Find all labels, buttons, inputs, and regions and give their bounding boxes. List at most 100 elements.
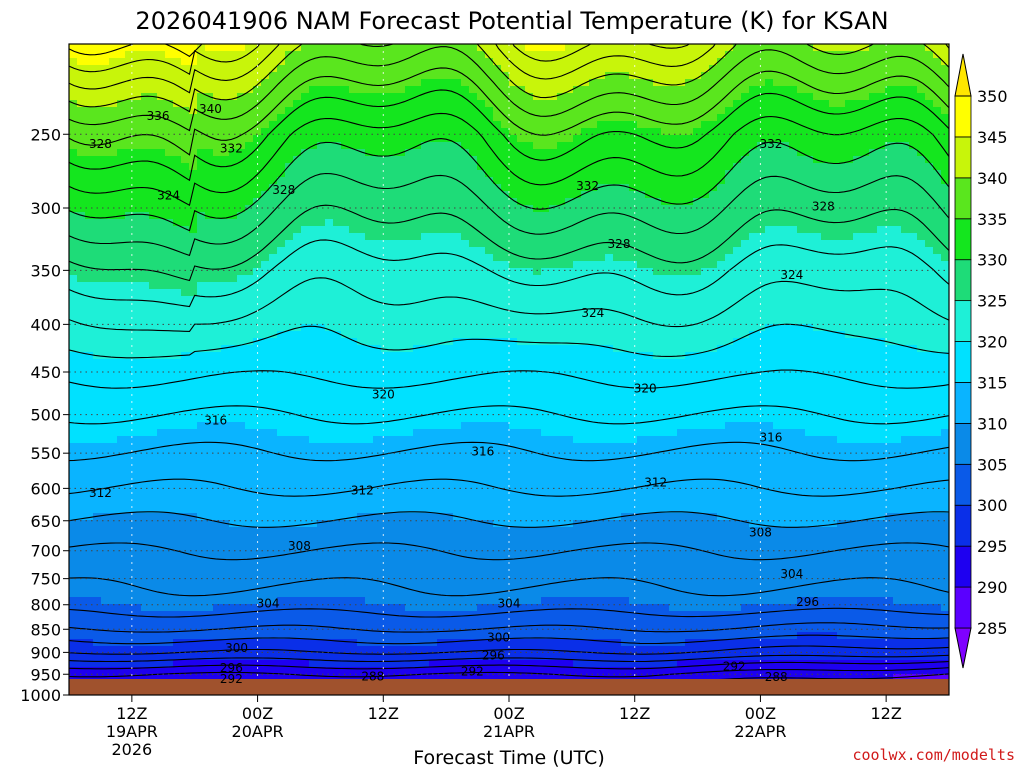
colorbar-segment [954, 463, 972, 506]
x-tick-label: 2026 [111, 740, 152, 759]
contour-label: 316 [204, 413, 227, 427]
contour-label: 304 [498, 597, 521, 611]
contour-line [69, 441, 949, 462]
y-tick-label: 500 [30, 406, 61, 425]
x-tick-label: 12Z [870, 704, 901, 723]
y-tick-label: 750 [30, 570, 61, 589]
y-tick-label: 450 [30, 363, 61, 382]
y-tick-label: 250 [30, 125, 61, 144]
contour-label: 324 [157, 189, 180, 203]
contour-label: 320 [634, 382, 657, 396]
contour-line [69, 323, 949, 359]
contour-line [69, 204, 949, 282]
x-axis-label: Forecast Time (UTC) [413, 747, 604, 768]
contour-line [69, 112, 949, 207]
contour-line [69, 44, 691, 76]
colorbar-label: 300 [977, 496, 1008, 515]
y-tick-label: 600 [30, 479, 61, 498]
contour-lines [69, 44, 949, 681]
contour-label: 300 [487, 631, 510, 645]
contour-label: 292 [723, 660, 746, 674]
contour-line [69, 654, 949, 663]
colorbar-label: 335 [977, 210, 1008, 229]
y-tick-label: 300 [30, 199, 61, 218]
colorbar-label: 345 [977, 128, 1008, 147]
contour-line [69, 645, 949, 655]
contour-label: 288 [361, 669, 384, 683]
colorbar-segment [954, 300, 972, 342]
colorbar-segment [954, 218, 972, 261]
colorbar-segment [954, 545, 972, 588]
contour-line [69, 44, 203, 58]
contour-label: 332 [576, 179, 599, 193]
x-tick-label: 00Z [745, 704, 776, 723]
colorbar-segment [954, 136, 972, 179]
colorbar-segment [954, 586, 972, 629]
contour-label: 312 [644, 475, 667, 489]
colorbar-label: 295 [977, 537, 1008, 556]
contour-label: 324 [581, 306, 604, 320]
contour-line [69, 138, 949, 232]
y-tick-label: 650 [30, 512, 61, 531]
x-tick-label: 21APR [483, 722, 535, 741]
contour-line [69, 239, 949, 308]
y-tick-label: 950 [30, 665, 61, 684]
contour-label: 316 [759, 430, 782, 444]
colorbar-label: 325 [977, 292, 1008, 311]
contour-line [69, 634, 949, 645]
contour-line [693, 673, 949, 681]
x-tick-label: 19APR [106, 722, 158, 741]
contour-label: 316 [471, 445, 494, 459]
colorbar-segment [954, 382, 972, 424]
colorbar-segment [954, 259, 972, 302]
colorbar-label: 285 [977, 619, 1008, 638]
contour-line [69, 44, 949, 113]
colorbar-segment [954, 422, 972, 465]
y-tick-label: 1000 [20, 686, 61, 705]
contour-labels: 340 336 332 332 332 328 328 328 328 324 324 324 320 3… [89, 102, 835, 686]
x-tick-label: 12Z [368, 704, 399, 723]
contour-label: 288 [765, 670, 788, 684]
colorbar-label: 315 [977, 373, 1008, 392]
y-tick-label: 850 [30, 620, 61, 639]
contour-label: 308 [288, 539, 311, 553]
y-tick-label: 900 [30, 643, 61, 662]
contour-label: 296 [482, 649, 505, 663]
chart-title: 2026041906 NAM Forecast Potential Temper… [135, 7, 888, 35]
contour-label: 332 [220, 142, 243, 156]
colorbar-extend-high [954, 53, 972, 97]
credit-link[interactable]: coolwx.com/modelts [852, 746, 1015, 764]
contour-label: 328 [89, 137, 112, 151]
contour-label: 300 [225, 641, 248, 655]
x-tick-label: 12Z [619, 704, 650, 723]
contour-line [69, 46, 949, 132]
contour-line [69, 667, 949, 678]
contour-label: 332 [759, 137, 782, 151]
colorbar-segment [954, 95, 972, 138]
colorbar-label: 320 [977, 333, 1008, 352]
y-tick-label: 800 [30, 596, 61, 615]
colorbar-label: 305 [977, 455, 1008, 474]
contour-line [69, 542, 949, 561]
contour-label: 340 [199, 102, 222, 116]
y-axis: 250 300 350 400 450 500 550 600 650 700 750 800 850 9… [20, 125, 69, 705]
y-tick-label: 350 [30, 261, 61, 280]
contour-label: 328 [608, 237, 631, 251]
terrain-ground [69, 679, 949, 695]
contour-label: 312 [351, 483, 374, 497]
colorbar-label: 290 [977, 578, 1008, 597]
contour-label: 296 [220, 661, 243, 675]
contour-label: 296 [796, 595, 819, 609]
contour-label: 324 [780, 268, 803, 282]
contour-line [69, 478, 949, 497]
contour-label: 292 [220, 672, 243, 686]
x-tick-label: 12Z [116, 704, 147, 723]
contour-label: 328 [272, 183, 295, 197]
contour-label: 336 [147, 109, 170, 123]
contour-line [69, 511, 949, 528]
x-tick-label: 00Z [242, 704, 273, 723]
contour-label: 292 [461, 665, 484, 679]
contour-line [69, 369, 949, 389]
